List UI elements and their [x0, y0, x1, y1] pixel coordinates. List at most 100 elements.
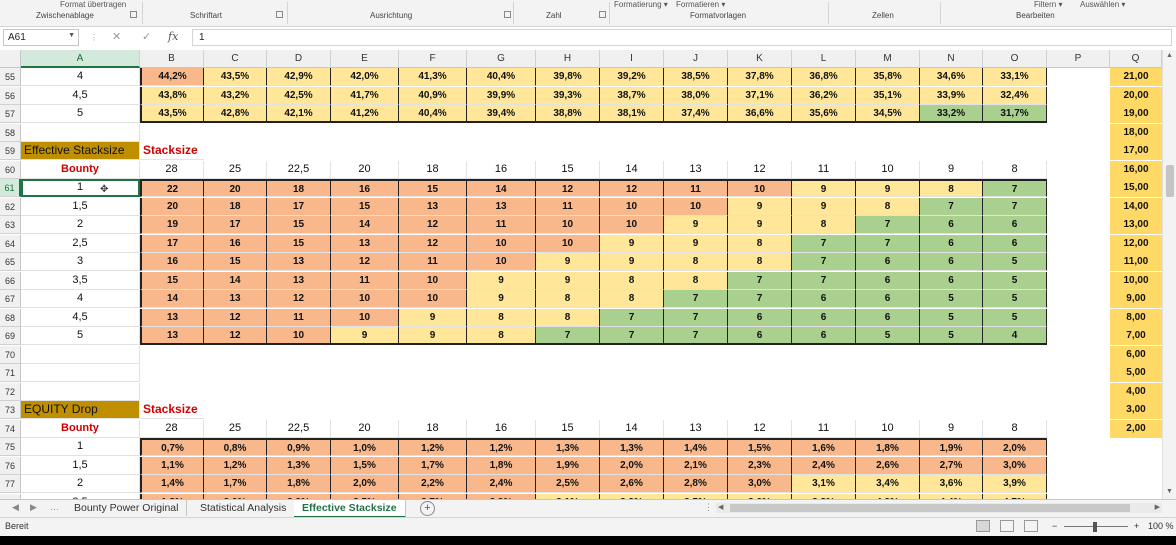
cell-o74[interactable]: 8 — [983, 419, 1047, 438]
cell-b59[interactable]: Stacksize — [140, 142, 204, 160]
zoom-level[interactable]: 100 % — [1148, 521, 1174, 531]
cell-l62[interactable]: 9 — [792, 197, 856, 216]
cell-q62[interactable]: 14,00 — [1110, 197, 1162, 216]
column-header-k[interactable]: K — [728, 50, 792, 68]
cell-k55[interactable]: 37,8% — [728, 68, 792, 86]
cell-o61[interactable]: 7 — [983, 179, 1047, 197]
cell-i64[interactable]: 9 — [600, 234, 664, 253]
tab-more-icon[interactable]: … — [50, 502, 59, 512]
cell-j64[interactable]: 9 — [664, 234, 728, 253]
cell-h55[interactable]: 39,8% — [536, 68, 600, 86]
cell-i69[interactable]: 7 — [600, 327, 664, 345]
cell-g65[interactable]: 10 — [467, 253, 536, 271]
cell-m64[interactable]: 7 — [856, 234, 920, 253]
cell-j56[interactable]: 38,0% — [664, 86, 728, 105]
cell-h69[interactable]: 7 — [536, 327, 600, 345]
cell-a68[interactable]: 4,5 — [21, 308, 140, 327]
cell-o56[interactable]: 32,4% — [983, 86, 1047, 105]
column-header-e[interactable]: E — [331, 50, 399, 68]
cell-e61[interactable]: 16 — [331, 179, 399, 197]
cell-l75[interactable]: 1,6% — [792, 438, 856, 456]
cell-q69[interactable]: 7,00 — [1110, 327, 1162, 345]
cell-k69[interactable]: 6 — [728, 327, 792, 345]
cell-c75[interactable]: 0,8% — [204, 438, 267, 456]
cell-q64[interactable]: 12,00 — [1110, 234, 1162, 253]
cell-i63[interactable]: 10 — [600, 216, 664, 234]
cell-i66[interactable]: 8 — [600, 271, 664, 290]
row-header-64[interactable]: 64 — [0, 234, 21, 253]
cell-m66[interactable]: 6 — [856, 271, 920, 290]
cell-n65[interactable]: 6 — [920, 253, 983, 271]
cell-j68[interactable]: 7 — [664, 308, 728, 327]
cell-e68[interactable]: 10 — [331, 308, 399, 327]
cell-n75[interactable]: 1,9% — [920, 438, 983, 456]
cell-n55[interactable]: 34,6% — [920, 68, 983, 86]
cell-a74[interactable]: Bounty — [21, 419, 140, 438]
cell-g76[interactable]: 1,8% — [467, 456, 536, 475]
cell-a71[interactable] — [21, 364, 140, 382]
cell-e55[interactable]: 42,0% — [331, 68, 399, 86]
cell-i55[interactable]: 39,2% — [600, 68, 664, 86]
cell-g78[interactable]: 2,9% — [467, 493, 536, 499]
cell-o55[interactable]: 33,1% — [983, 68, 1047, 86]
cell-h76[interactable]: 1,9% — [536, 456, 600, 475]
format-painter-button[interactable]: Format übertragen — [60, 0, 127, 9]
cell-l55[interactable]: 36,8% — [792, 68, 856, 86]
cell-l66[interactable]: 7 — [792, 271, 856, 290]
worksheet-grid[interactable]: A B C D E F G H I J K L M N O P Q 55 4 44,2% 43,5% 42,9% 42,0%… — [0, 50, 1176, 499]
cell-k75[interactable]: 1,5% — [728, 438, 792, 456]
cell-m65[interactable]: 6 — [856, 253, 920, 271]
cell-d61[interactable]: 18 — [267, 179, 331, 197]
column-header-c[interactable]: C — [204, 50, 267, 68]
cell-a65[interactable]: 3 — [21, 253, 140, 271]
cell-a77[interactable]: 2 — [21, 475, 140, 493]
column-header-p[interactable]: P — [1047, 50, 1110, 68]
insert-function-icon[interactable]: fx — [168, 30, 179, 43]
cell-j61[interactable]: 11 — [664, 179, 728, 197]
cell-g56[interactable]: 39,9% — [467, 86, 536, 105]
page-break-view-icon[interactable] — [1024, 520, 1038, 532]
cell-o66[interactable]: 5 — [983, 271, 1047, 290]
cell-i56[interactable]: 38,7% — [600, 86, 664, 105]
row-header-69[interactable]: 69 — [0, 327, 21, 345]
cell-i75[interactable]: 1,3% — [600, 438, 664, 456]
cell-h77[interactable]: 2,5% — [536, 475, 600, 493]
column-header-a[interactable]: A — [21, 50, 140, 68]
page-layout-view-icon[interactable] — [1000, 520, 1014, 532]
formula-input[interactable]: 1 — [192, 29, 1172, 46]
cell-d57[interactable]: 42,1% — [267, 105, 331, 123]
cell-a73[interactable]: EQUITY Drop — [21, 401, 140, 419]
cell-i74[interactable]: 14 — [600, 419, 664, 438]
cell-j74[interactable]: 13 — [664, 419, 728, 438]
cell-n74[interactable]: 9 — [920, 419, 983, 438]
cell-i62[interactable]: 10 — [600, 197, 664, 216]
tab-split-icon[interactable]: ⋮ — [704, 502, 713, 512]
add-sheet-icon[interactable]: + — [420, 501, 435, 516]
cell-o64[interactable]: 6 — [983, 234, 1047, 253]
cell-c78[interactable]: 2,0% — [204, 493, 267, 499]
cell-k76[interactable]: 2,3% — [728, 456, 792, 475]
cell-a61[interactable]: 1 — [21, 179, 140, 197]
cell-m69[interactable]: 5 — [856, 327, 920, 345]
cell-f65[interactable]: 11 — [399, 253, 467, 271]
cell-q58[interactable]: 18,00 — [1110, 123, 1162, 142]
cell-g66[interactable]: 9 — [467, 271, 536, 290]
cell-o69[interactable]: 4 — [983, 327, 1047, 345]
cell-a58[interactable] — [21, 123, 140, 142]
cell-k74[interactable]: 12 — [728, 419, 792, 438]
scroll-down-icon[interactable]: ▼ — [1166, 488, 1173, 495]
cell-q56[interactable]: 20,00 — [1110, 86, 1162, 105]
cell-h65[interactable]: 9 — [536, 253, 600, 271]
cell-a67[interactable]: 4 — [21, 290, 140, 308]
cell-k64[interactable]: 8 — [728, 234, 792, 253]
cell-m56[interactable]: 35,1% — [856, 86, 920, 105]
cell-l68[interactable]: 6 — [792, 308, 856, 327]
cell-k57[interactable]: 36,6% — [728, 105, 792, 123]
cell-k63[interactable]: 9 — [728, 216, 792, 234]
cell-j57[interactable]: 37,4% — [664, 105, 728, 123]
cell-k77[interactable]: 3,0% — [728, 475, 792, 493]
cell-g63[interactable]: 11 — [467, 216, 536, 234]
cell-l65[interactable]: 7 — [792, 253, 856, 271]
select-button[interactable]: Auswählen ▾ — [1080, 0, 1126, 9]
row-header-73[interactable]: 73 — [0, 401, 21, 419]
